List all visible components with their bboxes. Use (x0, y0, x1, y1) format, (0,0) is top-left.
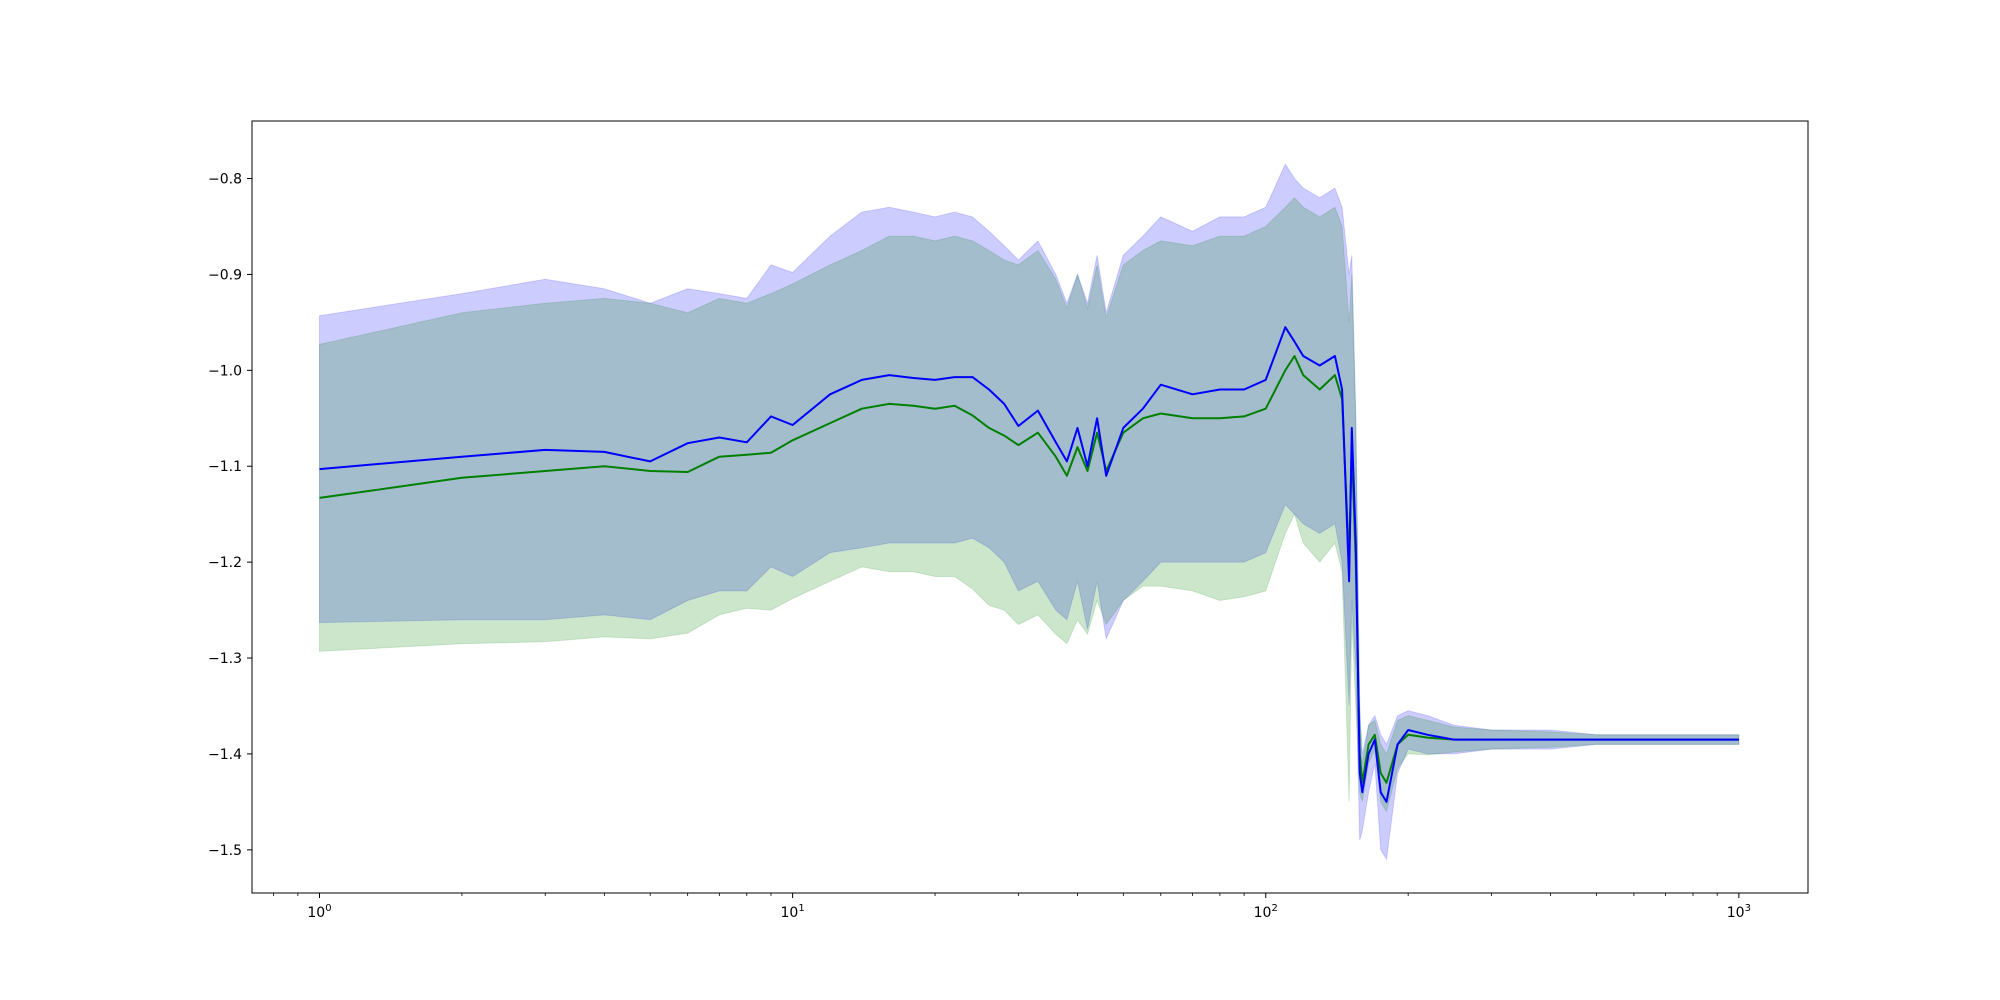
y-tick-label: −1.0 (208, 363, 242, 379)
y-axis: −0.8 −0.9 −1.0 −1.1 −1.2 −1.3 −1.4 −1.5 (208, 172, 252, 859)
y-tick-label: −1.2 (208, 555, 242, 571)
green-series-band (319, 196, 1740, 813)
blue-series-line (319, 326, 1739, 803)
plot-area (319, 163, 1740, 861)
x-tick-label-base: 10 (781, 905, 799, 921)
x-tick-label-exponent: 1 (798, 903, 804, 914)
series-lines (319, 326, 1739, 803)
x-tick-label-exponent: 2 (1271, 903, 1277, 914)
axes-frame (251, 120, 1809, 894)
x-tick-label-exponent: 3 (1745, 903, 1751, 914)
x-tick-label-base: 10 (307, 905, 325, 921)
y-tick-label: −1.4 (208, 747, 242, 763)
y-tick-label: −1.1 (208, 459, 242, 475)
y-tick-label: −1.3 (208, 651, 242, 667)
x-tick-label-base: 10 (1254, 905, 1272, 921)
x-tick-label: 103 (1727, 903, 1751, 921)
x-tick-label: 102 (1254, 903, 1278, 921)
blue-series-band (319, 163, 1740, 861)
y-tick-label: −1.5 (208, 843, 242, 859)
y-tick-label: −0.8 (208, 172, 242, 188)
x-axis: 100 101 102 103 (273, 893, 1751, 921)
green-series-line (319, 355, 1739, 784)
x-tick-label-exponent: 0 (325, 903, 331, 914)
x-tick-label-base: 10 (1727, 905, 1745, 921)
y-tick-label: −0.9 (208, 267, 242, 283)
x-tick-label: 100 (307, 903, 331, 921)
confidence-bands (319, 163, 1740, 861)
x-tick-label: 101 (781, 903, 805, 921)
